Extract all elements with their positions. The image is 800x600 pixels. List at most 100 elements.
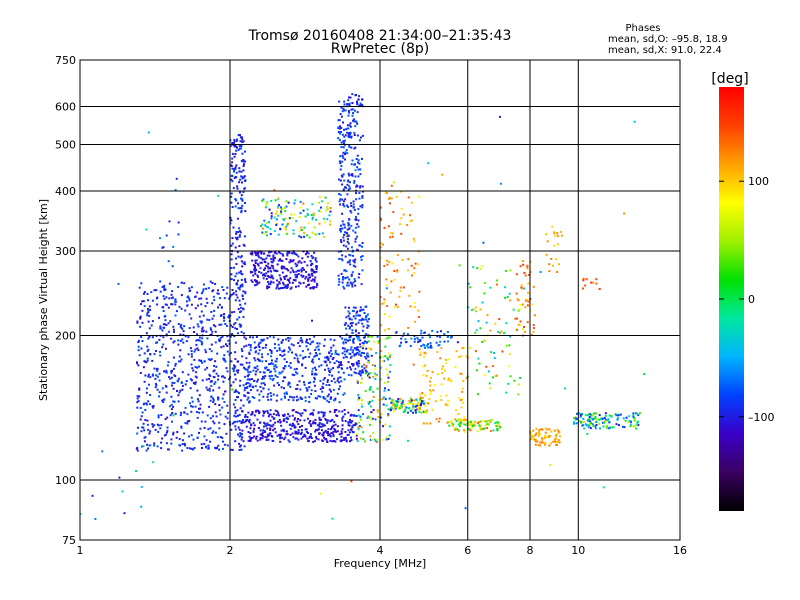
data-point	[274, 343, 276, 346]
data-point	[552, 264, 555, 267]
data-point	[246, 416, 249, 419]
data-point	[343, 142, 345, 145]
data-point	[341, 133, 344, 136]
data-point	[200, 443, 203, 446]
data-point	[323, 424, 326, 427]
data-point	[142, 300, 145, 303]
data-point	[194, 348, 197, 351]
data-point	[188, 299, 191, 302]
data-point	[489, 387, 492, 390]
data-point	[136, 395, 139, 398]
data-point	[408, 399, 411, 402]
data-point	[278, 347, 281, 350]
data-point	[249, 349, 252, 352]
data-point	[311, 274, 314, 277]
data-point	[617, 414, 620, 417]
data-point	[315, 346, 318, 349]
data-point	[431, 408, 434, 411]
data-point	[450, 419, 453, 422]
data-point	[306, 251, 308, 254]
data-point	[304, 409, 307, 412]
data-point	[307, 348, 310, 351]
data-point	[360, 346, 363, 349]
data-point	[469, 346, 472, 349]
data-point	[243, 366, 245, 369]
data-point	[276, 270, 279, 273]
data-point	[200, 420, 203, 423]
data-point	[426, 369, 429, 372]
data-point	[261, 339, 264, 342]
data-point	[359, 418, 362, 421]
data-point	[239, 306, 242, 309]
data-point	[329, 355, 332, 358]
data-point	[239, 256, 242, 259]
data-point	[288, 217, 291, 219]
data-point	[286, 200, 289, 203]
data-point	[145, 391, 148, 394]
data-point	[178, 355, 181, 358]
data-point	[223, 376, 226, 379]
data-point	[376, 387, 379, 390]
data-point	[527, 282, 530, 285]
data-point	[350, 224, 353, 227]
data-point	[212, 289, 215, 292]
data-point	[430, 390, 432, 393]
data-point	[150, 324, 153, 327]
data-point	[241, 138, 244, 141]
data-point	[461, 390, 464, 393]
data-point	[298, 260, 301, 263]
data-point	[474, 350, 477, 353]
data-point	[492, 365, 494, 367]
data-point	[346, 193, 349, 196]
data-point	[186, 447, 189, 449]
data-point	[358, 352, 361, 355]
data-point	[555, 437, 558, 440]
data-point	[347, 238, 349, 241]
data-point	[548, 270, 551, 273]
data-point	[249, 385, 251, 388]
data-point	[156, 388, 159, 391]
data-point	[350, 146, 353, 149]
data-point	[615, 423, 618, 426]
data-point	[372, 396, 375, 398]
data-point	[201, 326, 204, 329]
data-point	[342, 239, 345, 242]
data-point	[268, 363, 271, 366]
data-point	[446, 404, 449, 407]
data-point	[319, 379, 322, 382]
data-point	[185, 380, 188, 383]
data-point	[224, 360, 227, 363]
data-point	[234, 322, 237, 324]
data-point	[291, 216, 294, 219]
data-point	[195, 343, 198, 346]
data-point	[214, 431, 217, 434]
data-point	[357, 208, 360, 210]
data-point	[370, 411, 373, 413]
data-point	[245, 344, 248, 347]
data-point	[333, 362, 336, 365]
data-point	[315, 218, 317, 221]
data-point	[241, 307, 244, 310]
data-point	[235, 293, 238, 296]
data-point	[341, 410, 344, 413]
data-point	[177, 343, 180, 346]
data-point	[587, 424, 590, 427]
data-point	[235, 263, 238, 265]
data-point	[376, 440, 378, 443]
data-point	[309, 436, 312, 438]
data-point	[147, 447, 150, 450]
data-point	[283, 276, 286, 278]
data-point	[234, 428, 237, 431]
data-point	[495, 283, 498, 286]
data-point	[351, 321, 354, 324]
data-point	[344, 231, 346, 234]
data-point	[230, 219, 232, 222]
data-point	[164, 303, 167, 306]
data-point	[170, 403, 173, 406]
data-point	[137, 426, 139, 429]
data-point	[318, 423, 321, 426]
data-point	[463, 418, 466, 421]
data-point	[212, 324, 215, 327]
data-point	[429, 336, 431, 339]
data-point	[257, 275, 259, 278]
